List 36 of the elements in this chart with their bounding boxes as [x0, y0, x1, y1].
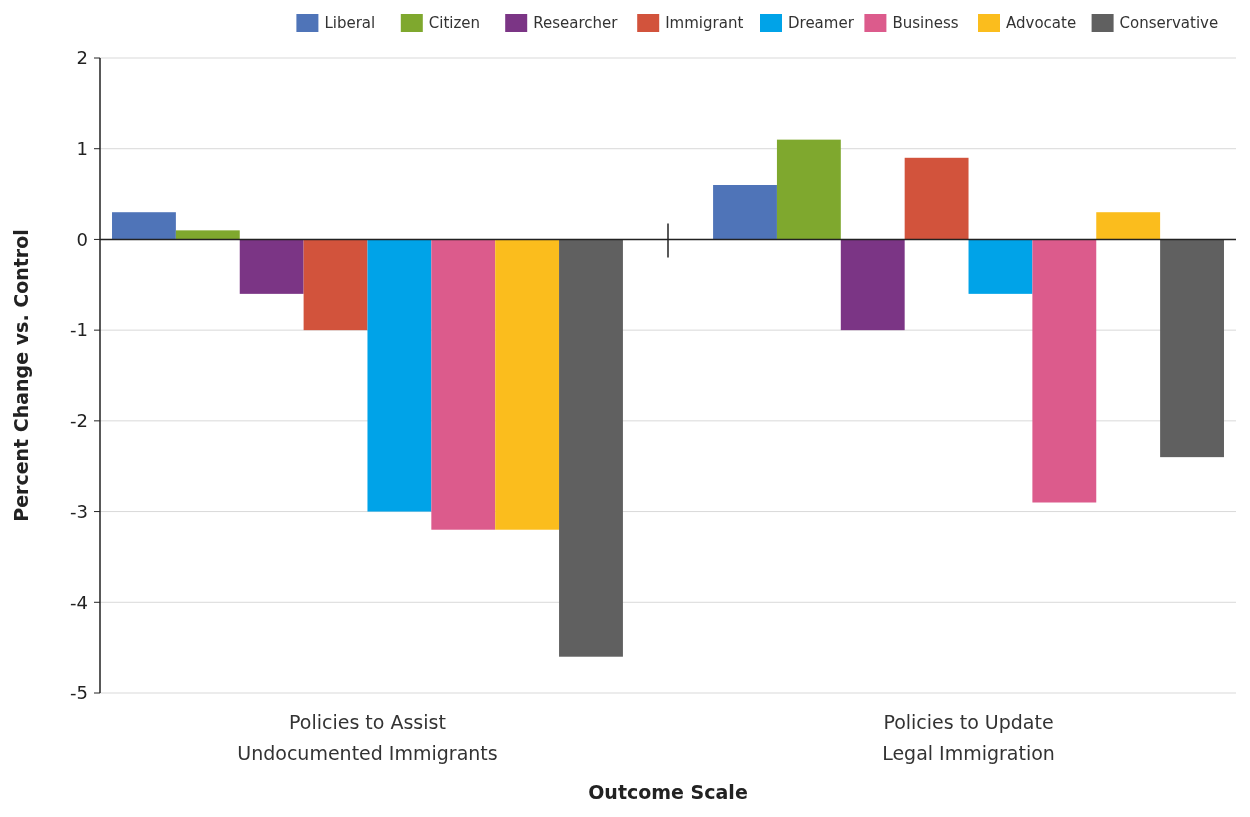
y-tick-label: -1 [70, 319, 88, 341]
x-axis-title: Outcome Scale [588, 781, 748, 803]
bar [713, 185, 777, 240]
y-tick-label: 1 [76, 138, 88, 160]
y-axis-title: Percent Change vs. Control [10, 229, 32, 522]
bar [840, 239, 905, 331]
x-tick-label: Policies to Update Legal Immigration [882, 711, 1055, 764]
legend-label: Business [892, 14, 959, 32]
x-tick-label: Policies to Assist Undocumented Immigrants [237, 711, 498, 764]
legend-label: Liberal [324, 14, 376, 32]
bar [431, 239, 496, 530]
legend-label: Researcher [533, 14, 619, 32]
legend-label: Citizen [428, 14, 481, 32]
y-tick-label: -2 [70, 410, 88, 432]
y-tick-label: 2 [76, 47, 88, 69]
y-tick-label: 0 [76, 228, 88, 250]
y-tick-label: -4 [70, 591, 88, 613]
bar [303, 239, 368, 331]
bar [968, 239, 1033, 294]
legend-label: Advocate [1006, 14, 1077, 32]
legend-label: Conservative [1119, 14, 1219, 32]
bar [776, 139, 841, 240]
bar [1160, 239, 1224, 458]
bar [1032, 239, 1097, 503]
legend-label: Dreamer [788, 14, 855, 32]
y-tick-label: -5 [70, 682, 88, 704]
bar [175, 230, 240, 240]
legend-label: Immigrant [665, 14, 744, 32]
y-tick-label: -3 [70, 500, 88, 522]
bar [559, 239, 623, 657]
bar [239, 239, 304, 294]
bar [112, 212, 176, 240]
bar [904, 157, 969, 240]
bar [495, 239, 560, 530]
bar [367, 239, 432, 512]
bar [1096, 212, 1161, 240]
